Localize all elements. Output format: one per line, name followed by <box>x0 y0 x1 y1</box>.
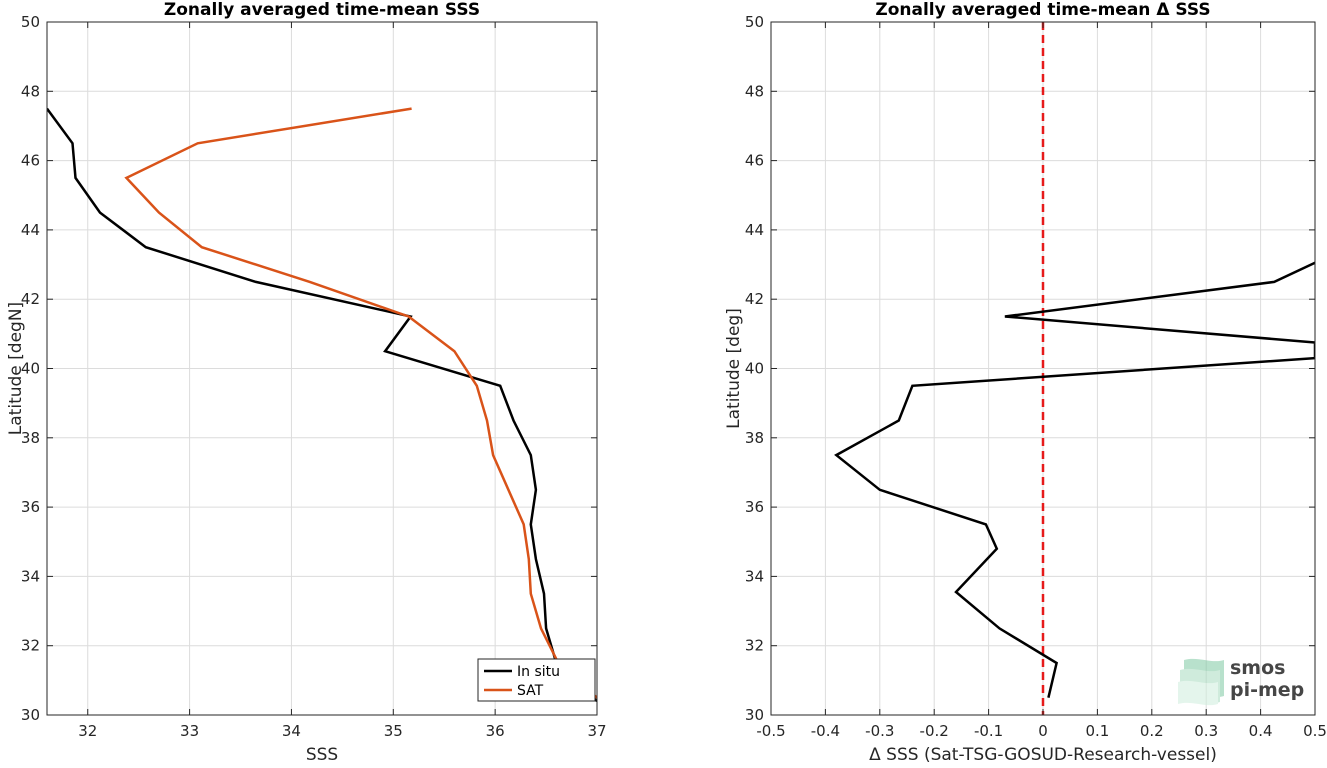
series-line-in-situ <box>47 107 597 703</box>
y-tick-label: 38 <box>21 429 40 447</box>
chart-title: Zonally averaged time-mean SSS <box>164 0 480 20</box>
wave-logo-icon <box>1178 658 1224 706</box>
y-tick-label: 50 <box>745 13 764 31</box>
y-tick-label: 34 <box>21 567 40 585</box>
y-tick-label: 42 <box>745 290 764 308</box>
x-tick-label: -0.3 <box>865 722 894 740</box>
y-tick-label: 40 <box>745 360 764 378</box>
y-tick-label: 46 <box>21 152 40 170</box>
x-tick-label: 0 <box>1038 722 1048 740</box>
y-tick-label: 32 <box>745 637 764 655</box>
x-tick-label: 36 <box>486 722 505 740</box>
y-tick-label: 38 <box>745 429 764 447</box>
y-tick-label: 44 <box>21 221 40 239</box>
x-tick-label: 32 <box>78 722 97 740</box>
y-tick-label: 50 <box>21 13 40 31</box>
sss-profile-chart: 32 33 34 35 36 37 30 32 34 36 38 40 42 44 46 48 50 Zonal… <box>6 0 607 765</box>
y-axis-label: Latitude [degN] <box>6 302 26 435</box>
logo-text-pi-mep: pi-mep <box>1230 679 1304 701</box>
x-tick-label: 37 <box>587 722 606 740</box>
y-axis-label: Latitude [deg] <box>724 308 744 429</box>
x-tick-label: 33 <box>180 722 199 740</box>
y-tick-label: 32 <box>21 637 40 655</box>
x-axis-label: SSS <box>306 745 338 764</box>
y-tick-label: 34 <box>745 567 764 585</box>
x-tick-label: 0.5 <box>1303 722 1327 740</box>
x-tick-label: 0.4 <box>1249 722 1273 740</box>
y-tick-label: 42 <box>21 290 40 308</box>
x-tick-label: -0.2 <box>920 722 949 740</box>
y-tick-label: 44 <box>745 221 764 239</box>
y-tick-label: 48 <box>21 82 40 100</box>
x-tick-label: 0.3 <box>1194 722 1218 740</box>
series-line-sat <box>124 107 597 699</box>
y-tick-label: 30 <box>21 706 40 724</box>
legend: In situ SAT <box>477 658 596 702</box>
x-tick-label: 0.1 <box>1085 722 1109 740</box>
legend-label-sat: SAT <box>517 683 544 699</box>
x-tick-label: 0.2 <box>1140 722 1164 740</box>
logo-text-smos: smos <box>1230 657 1285 679</box>
x-tick-label: -0.1 <box>974 722 1003 740</box>
y-tick-label: 36 <box>745 498 764 516</box>
x-tick-label: 34 <box>282 722 301 740</box>
y-tick-label: 46 <box>745 152 764 170</box>
chart-title: Zonally averaged time-mean Δ SSS <box>875 0 1210 20</box>
x-tick-label: -0.4 <box>811 722 840 740</box>
series-line-delta-sss <box>834 261 1315 698</box>
y-tick-label: 30 <box>745 706 764 724</box>
smos-pi-mep-logo: smos pi-mep <box>1178 657 1304 706</box>
legend-label-in-situ: In situ <box>517 664 560 680</box>
delta-sss-profile-chart: -0.5 -0.4 -0.3 -0.2 -0.1 0 0.1 0.2 0.3 0.4 0.5 30 32… <box>724 0 1327 765</box>
y-tick-label: 48 <box>745 82 764 100</box>
x-tick-label: -0.5 <box>756 722 785 740</box>
x-axis-label: Δ SSS (Sat-TSG-GOSUD-Research-vessel) <box>869 745 1217 764</box>
x-tick-label: 35 <box>384 722 403 740</box>
y-tick-label: 36 <box>21 498 40 516</box>
y-tick-label: 40 <box>21 360 40 378</box>
